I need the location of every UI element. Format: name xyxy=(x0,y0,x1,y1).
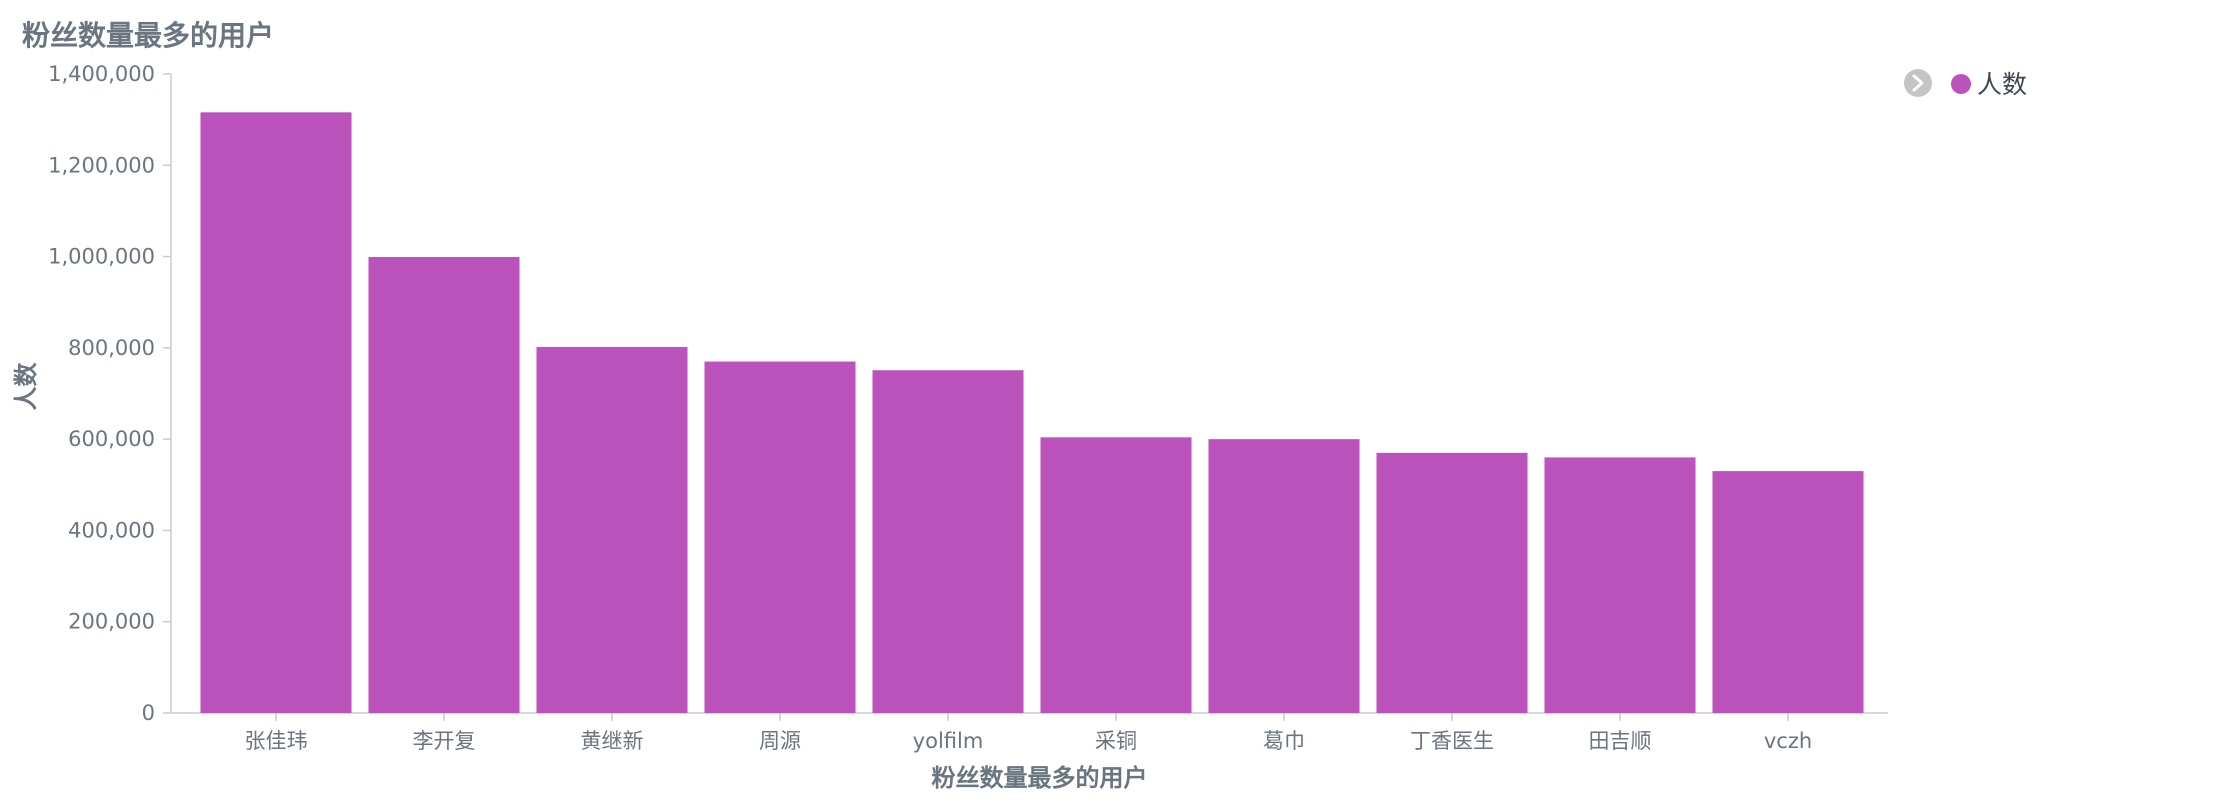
y-tick-label: 200,000 xyxy=(68,610,155,634)
y-axis: 0 200,000 400,000 600,000 800,000 1,000,000 1,… xyxy=(48,62,172,725)
x-axis: 张佳玮 李开复 黄继新 周源 yolfilm 采铜 葛巾 丁香医生 田吉顺 vczh xyxy=(171,712,1888,753)
x-tick-label: vczh xyxy=(1764,729,1812,753)
x-tick-label: 李开复 xyxy=(413,729,476,753)
bar[interactable] xyxy=(368,257,520,713)
x-tick-label: 采铜 xyxy=(1095,729,1137,753)
bar[interactable] xyxy=(872,370,1024,713)
y-tick-label: 600,000 xyxy=(68,427,155,451)
bar[interactable] xyxy=(200,112,352,714)
bar[interactable] xyxy=(536,346,688,713)
x-tick-label: 黄继新 xyxy=(581,729,644,753)
bar[interactable] xyxy=(704,361,856,713)
y-tick-label: 800,000 xyxy=(68,336,155,360)
x-tick-label: 张佳玮 xyxy=(245,729,308,753)
y-tick-label: 1,400,000 xyxy=(48,62,155,86)
legend-item[interactable]: 人数 xyxy=(1951,70,2027,99)
bar[interactable] xyxy=(1712,471,1864,713)
chevron-right-circle-icon[interactable] xyxy=(1904,69,1932,97)
legend-swatch xyxy=(1951,74,1971,94)
x-tick-label: yolfilm xyxy=(913,729,984,753)
chart-title: 粉丝数量最多的用户 xyxy=(22,19,275,52)
bar[interactable] xyxy=(1208,439,1360,713)
y-tick-label: 400,000 xyxy=(68,518,155,542)
y-tick-label: 1,200,000 xyxy=(48,153,155,177)
x-tick-label: 周源 xyxy=(759,729,801,753)
y-tick-label: 1,000,000 xyxy=(48,245,155,269)
bars xyxy=(200,112,1864,714)
y-axis-title: 人数 xyxy=(12,362,40,411)
y-tick-label: 0 xyxy=(142,701,155,725)
x-axis-title: 粉丝数量最多的用户 xyxy=(932,764,1148,792)
x-tick-label: 田吉顺 xyxy=(1589,729,1652,753)
legend-label: 人数 xyxy=(1977,70,2027,99)
x-tick-label: 丁香医生 xyxy=(1410,729,1494,753)
x-tick-label: 葛巾 xyxy=(1263,729,1305,753)
bar[interactable] xyxy=(1040,437,1192,713)
x-ticks: 张佳玮 李开复 黄继新 周源 yolfilm 采铜 葛巾 丁香医生 田吉顺 vczh xyxy=(245,713,1812,753)
bar[interactable] xyxy=(1544,457,1696,713)
legend: 人数 xyxy=(1904,69,2027,99)
bar[interactable] xyxy=(1376,452,1528,713)
y-ticks: 0 200,000 400,000 600,000 800,000 1,000,000 1,… xyxy=(48,62,171,725)
